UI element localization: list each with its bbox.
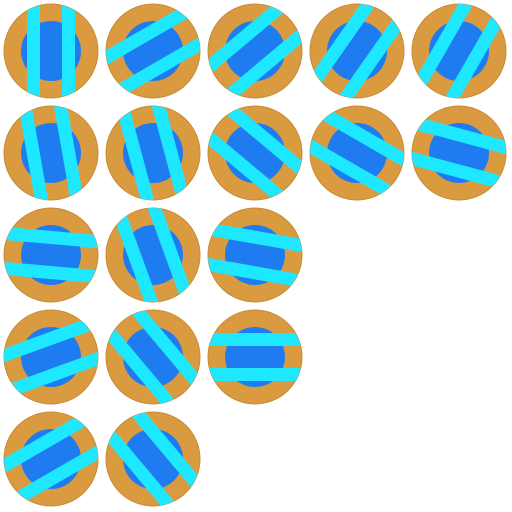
tile-stripe bbox=[210, 223, 302, 253]
tile-core-band bbox=[229, 346, 281, 368]
tile-r2-c1[interactable] bbox=[3, 103, 99, 204]
tile-pattern bbox=[114, 208, 192, 302]
tile-stripe bbox=[414, 4, 473, 87]
tile-stripe bbox=[226, 29, 302, 98]
tile-stripe bbox=[208, 4, 284, 73]
tile-core-band bbox=[24, 241, 78, 269]
tile-core-band bbox=[431, 135, 487, 171]
tile-r2-c5[interactable] bbox=[407, 105, 510, 201]
tile-pattern bbox=[106, 6, 200, 96]
tile-pattern bbox=[310, 4, 404, 98]
tile-r1-c3[interactable] bbox=[204, 2, 307, 99]
tile-stripe bbox=[416, 117, 506, 155]
tile-stripe bbox=[310, 139, 393, 198]
tile-r3-c3[interactable] bbox=[205, 207, 306, 303]
tile-core-band bbox=[35, 125, 67, 181]
tile-stripe bbox=[4, 318, 92, 363]
tile-pattern bbox=[4, 414, 98, 504]
tile-core-band bbox=[333, 23, 381, 79]
tile-stripe bbox=[15, 445, 98, 504]
tile-core-band bbox=[436, 22, 482, 80]
tile-pattern bbox=[310, 108, 404, 198]
tile-core-band bbox=[127, 330, 179, 384]
tile-r1-c2[interactable] bbox=[100, 3, 205, 99]
tile-stripe bbox=[19, 108, 49, 200]
tile-r5-c1[interactable] bbox=[0, 411, 104, 507]
tile-core-band bbox=[228, 127, 282, 179]
tile-core-band bbox=[135, 125, 171, 181]
tile-r4-c3[interactable] bbox=[207, 309, 303, 405]
tile-r1-c5[interactable] bbox=[411, 0, 507, 104]
tile-pattern bbox=[412, 117, 506, 189]
tile-pattern bbox=[106, 412, 200, 506]
tile-pattern bbox=[4, 226, 98, 284]
tile-stripe bbox=[226, 106, 302, 175]
tile-pattern bbox=[208, 333, 302, 381]
tile-stripe bbox=[208, 368, 302, 381]
tile-stripe bbox=[321, 108, 404, 167]
tile-stripe bbox=[208, 257, 300, 287]
tile-stripe bbox=[208, 131, 284, 200]
tile-r5-c2[interactable] bbox=[104, 408, 201, 511]
tile-r2-c3[interactable] bbox=[204, 104, 307, 201]
tile-r2-c2[interactable] bbox=[105, 101, 201, 204]
tile-pattern bbox=[4, 318, 98, 396]
tile-pattern bbox=[208, 4, 302, 98]
tile-stripe bbox=[412, 151, 502, 189]
tile-stripe bbox=[147, 208, 192, 296]
tile-stripe bbox=[62, 4, 75, 98]
tile-r4-c1[interactable] bbox=[0, 309, 103, 405]
tile-stripe bbox=[10, 351, 98, 396]
tile-pattern bbox=[27, 4, 75, 98]
tile-stripe bbox=[151, 106, 189, 196]
tile-stripe bbox=[5, 226, 98, 249]
tile-core-band bbox=[127, 432, 179, 486]
tile-pattern bbox=[414, 4, 504, 98]
tile-r1-c4[interactable] bbox=[309, 0, 405, 103]
tile-pattern bbox=[117, 106, 189, 200]
tile-pattern bbox=[208, 223, 302, 287]
tile-stripe bbox=[106, 328, 175, 404]
tile-stripe bbox=[4, 261, 97, 284]
tile-pattern bbox=[208, 106, 302, 200]
tile-stripe bbox=[106, 6, 189, 65]
tile-stripe bbox=[4, 414, 87, 473]
tile-stripe bbox=[131, 412, 200, 488]
tile-core-band bbox=[124, 28, 182, 74]
tile-core-band bbox=[228, 25, 282, 77]
tile-core-band bbox=[40, 25, 62, 77]
tile-r4-c2[interactable] bbox=[104, 306, 201, 409]
tile-stripe bbox=[27, 4, 40, 98]
tile-stripe bbox=[53, 106, 83, 198]
tile-r2-c4[interactable] bbox=[304, 105, 409, 201]
tile-core-band bbox=[22, 337, 80, 377]
tile-r3-c1[interactable] bbox=[2, 207, 100, 303]
tile-pattern bbox=[19, 106, 83, 200]
tile-stripe bbox=[117, 37, 200, 96]
tile-stripe bbox=[114, 214, 159, 302]
tile-core-band bbox=[328, 130, 386, 176]
tile-stripe bbox=[106, 430, 175, 506]
tile-stripe bbox=[117, 110, 155, 200]
tile-pattern bbox=[106, 310, 200, 404]
tile-core-band bbox=[227, 239, 283, 271]
tile-r3-c2[interactable] bbox=[105, 203, 201, 308]
tile-stripe bbox=[310, 4, 375, 84]
tile-stripe bbox=[445, 15, 504, 98]
tile-stripe bbox=[339, 18, 404, 98]
tile-r1-c1[interactable] bbox=[3, 3, 99, 99]
tile-core-band bbox=[22, 436, 80, 482]
tile-stripe bbox=[131, 310, 200, 386]
tile-stripe bbox=[208, 333, 302, 346]
tile-core-band bbox=[133, 226, 173, 284]
